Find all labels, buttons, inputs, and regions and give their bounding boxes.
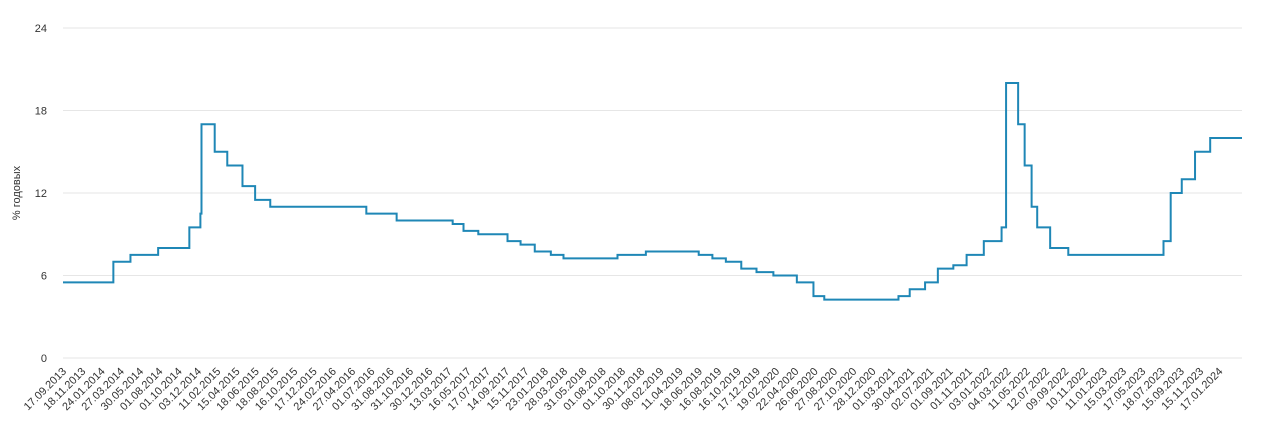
y-tick-label: 12 — [35, 188, 47, 200]
y-tick-label: 18 — [35, 106, 47, 118]
y-axis-label: % годовых — [11, 165, 23, 220]
y-tick-label: 0 — [41, 353, 47, 365]
line-series — [63, 82, 1242, 301]
y-tick-label: 6 — [41, 271, 47, 283]
y-tick-label: 24 — [35, 23, 47, 35]
